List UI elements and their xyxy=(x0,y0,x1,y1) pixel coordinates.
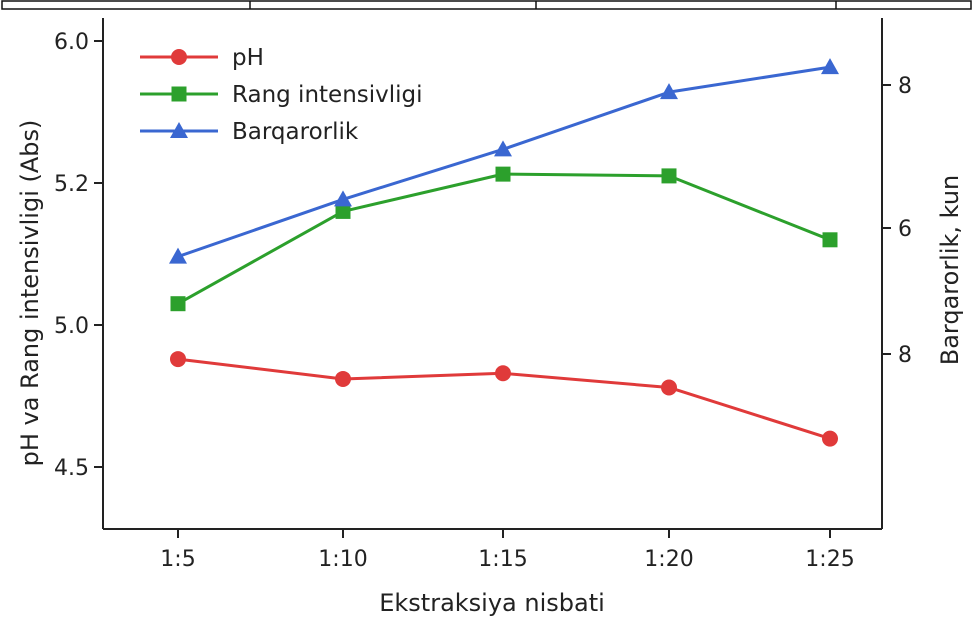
legend-item-rang-intensivligi: Rang intensivligi xyxy=(140,82,423,108)
left-axis-ticks: 6.0 5.2 5.0 4.5 xyxy=(54,30,103,481)
series-rang-intensivligi xyxy=(170,166,838,312)
right-axis-ticks: 8 6 8 xyxy=(882,74,912,368)
series-layer xyxy=(169,58,839,447)
legend-marker xyxy=(171,86,187,102)
series-line-rang-intensivligi xyxy=(177,172,831,306)
x-tick-label: 1:20 xyxy=(644,547,693,572)
data-point-ph xyxy=(661,379,677,396)
right-axis-title: Barqarorlik, kun xyxy=(936,175,964,366)
legend-label: pH xyxy=(232,45,264,71)
series-ph xyxy=(170,351,838,447)
x-tick-label: 1:15 xyxy=(478,547,527,572)
left-axis-title: pH va Rang intensivligi (Abs) xyxy=(16,120,44,467)
data-point-ph xyxy=(335,370,351,387)
data-point-barqarorlik xyxy=(821,58,839,75)
data-point-rang-intensivligi xyxy=(170,296,186,312)
legend-item-barqarorlik: Barqarorlik xyxy=(140,119,359,145)
data-point-barqarorlik xyxy=(169,247,187,264)
right-tick-label: 8 xyxy=(898,343,912,368)
data-point-ph xyxy=(495,365,511,382)
legend: pH Rang intensivligi Barqarorlik xyxy=(140,45,423,145)
table-frame xyxy=(1,0,972,10)
data-point-rang-intensivligi xyxy=(661,168,677,184)
right-tick-label: 6 xyxy=(898,217,912,242)
data-point-ph xyxy=(822,430,838,447)
legend-label: Barqarorlik xyxy=(232,119,359,145)
legend-marker xyxy=(170,122,188,138)
legend-label: Rang intensivligi xyxy=(232,82,423,108)
data-point-barqarorlik xyxy=(494,140,512,157)
left-tick-label: 6.0 xyxy=(54,30,89,55)
left-tick-label: 4.5 xyxy=(54,456,89,481)
x-tick-label: 1:5 xyxy=(160,547,195,572)
data-point-barqarorlik xyxy=(660,83,678,100)
right-tick-label: 8 xyxy=(898,74,912,99)
data-point-rang-intensivligi xyxy=(822,232,838,248)
x-tick-label: 1:10 xyxy=(318,547,367,572)
left-tick-label: 5.2 xyxy=(54,172,89,197)
data-point-rang-intensivligi xyxy=(495,166,511,182)
data-point-barqarorlik xyxy=(334,190,352,207)
data-point-rang-intensivligi xyxy=(335,203,351,219)
x-tick-label: 1:25 xyxy=(805,547,854,572)
series-barqarorlik xyxy=(169,58,839,264)
x-axis-title: Ekstraksiya nisbati xyxy=(379,589,605,617)
legend-marker xyxy=(171,49,187,65)
left-tick-label: 5.0 xyxy=(54,314,89,339)
data-point-ph xyxy=(170,351,186,368)
legend-item-ph: pH xyxy=(140,45,264,71)
x-axis-ticks: 1:5 1:10 1:15 1:20 1:25 xyxy=(160,529,855,572)
